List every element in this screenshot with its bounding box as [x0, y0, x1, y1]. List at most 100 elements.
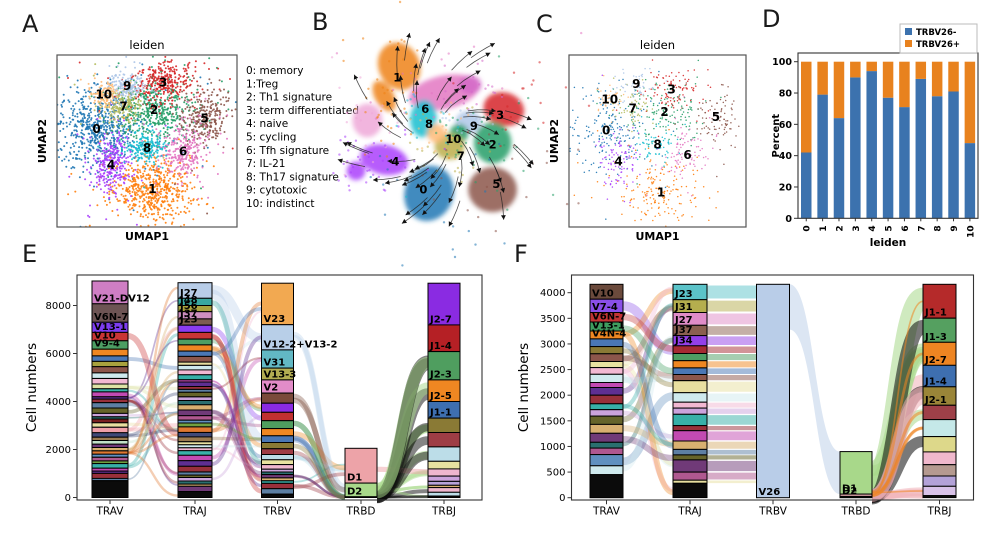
umap-point: [674, 117, 677, 120]
umap-point: [665, 75, 667, 77]
umap-point: [138, 70, 141, 73]
velocity-dot: [516, 120, 519, 124]
umap-point: [594, 146, 597, 148]
umap-point: [659, 179, 661, 181]
umap-point: [162, 133, 165, 136]
umap-point: [695, 205, 697, 208]
umap-point: [162, 110, 165, 113]
umap-point: [113, 138, 116, 141]
umap-point: [154, 69, 157, 72]
umap-point: [654, 179, 656, 181]
umap-point: [176, 114, 179, 117]
umap-point: [696, 169, 699, 172]
umap-point: [667, 170, 669, 173]
umap-point: [177, 128, 180, 130]
umap-point: [162, 108, 165, 111]
umap-point: [623, 152, 626, 154]
umap-point: [90, 111, 92, 114]
umap-point: [612, 148, 614, 151]
umap-point: [172, 96, 175, 99]
umap-point: [170, 200, 173, 203]
umap-point: [102, 135, 105, 137]
umap-point: [689, 106, 691, 108]
umap-point: [605, 158, 607, 161]
umap-point: [94, 92, 97, 95]
umap-point: [121, 76, 124, 79]
umap-point: [101, 124, 104, 127]
umap-point: [186, 175, 188, 178]
umap-point: [137, 111, 140, 114]
umap-point: [81, 146, 84, 149]
umap-point: [701, 167, 703, 170]
umap-point: [123, 82, 126, 85]
umap-point: [102, 196, 105, 199]
umap-point: [606, 142, 608, 145]
umap-point: [110, 159, 113, 162]
umap-point: [163, 120, 166, 123]
umap-point: [125, 98, 128, 101]
umap-point: [217, 143, 220, 146]
cluster-number-label: 4: [107, 158, 115, 172]
umap-point: [147, 187, 150, 190]
velocity-dot: [512, 71, 516, 74]
umap-point: [50, 149, 52, 151]
umap-point: [145, 141, 148, 144]
umap-point: [608, 174, 611, 177]
umap-point: [171, 86, 174, 88]
umap-point: [670, 142, 672, 145]
umap-point: [65, 141, 68, 144]
velocity-dot: [397, 42, 400, 45]
umap-point: [178, 97, 181, 100]
umap-point: [122, 177, 125, 180]
umap-point: [610, 168, 613, 171]
umap-point: [578, 142, 581, 144]
umap-point: [715, 135, 718, 138]
umap-point: [132, 84, 135, 87]
umap-point: [193, 106, 196, 109]
umap-point: [99, 160, 102, 163]
umap-point: [127, 96, 130, 99]
velocity-dot: [451, 248, 454, 251]
umap-point: [611, 156, 613, 158]
umap-point: [136, 193, 139, 196]
umap-point: [114, 110, 117, 113]
velocity-dot: [338, 153, 341, 156]
umap-point: [680, 115, 682, 118]
umap-point: [722, 84, 724, 86]
umap-point: [151, 149, 154, 152]
velocity-dot: [355, 104, 358, 107]
umap-point: [159, 82, 162, 85]
velocity-dot: [426, 145, 429, 148]
umap-point: [199, 93, 202, 96]
umap-point: [139, 116, 142, 119]
umap-point: [123, 143, 126, 146]
umap-point: [173, 183, 176, 186]
umap-point: [134, 131, 137, 133]
umap-point: [712, 138, 715, 141]
cluster-number-label: 2: [660, 105, 668, 119]
umap-point: [638, 95, 641, 97]
umap-point: [194, 141, 196, 144]
umap-point: [146, 137, 149, 140]
umap-point: [168, 87, 171, 90]
umap-point: [192, 118, 195, 121]
umap-point: [154, 194, 157, 197]
umap-point: [192, 128, 195, 131]
umap-point: [185, 137, 188, 140]
umap-point: [651, 207, 653, 209]
velocity-dot: [406, 99, 409, 102]
umap-point: [621, 86, 624, 89]
umap-point: [122, 155, 125, 158]
umap-point: [154, 219, 157, 222]
umap-point: [78, 135, 80, 138]
umap-point: [598, 82, 600, 85]
umap-point: [90, 117, 93, 120]
umap-point: [127, 156, 129, 159]
umap-point: [638, 103, 641, 105]
umap-point: [187, 129, 190, 132]
umap-point: [134, 88, 136, 91]
velocity-dot: [498, 142, 501, 146]
umap-point: [644, 191, 646, 194]
umap-point: [119, 99, 121, 102]
umap-point: [674, 134, 676, 137]
